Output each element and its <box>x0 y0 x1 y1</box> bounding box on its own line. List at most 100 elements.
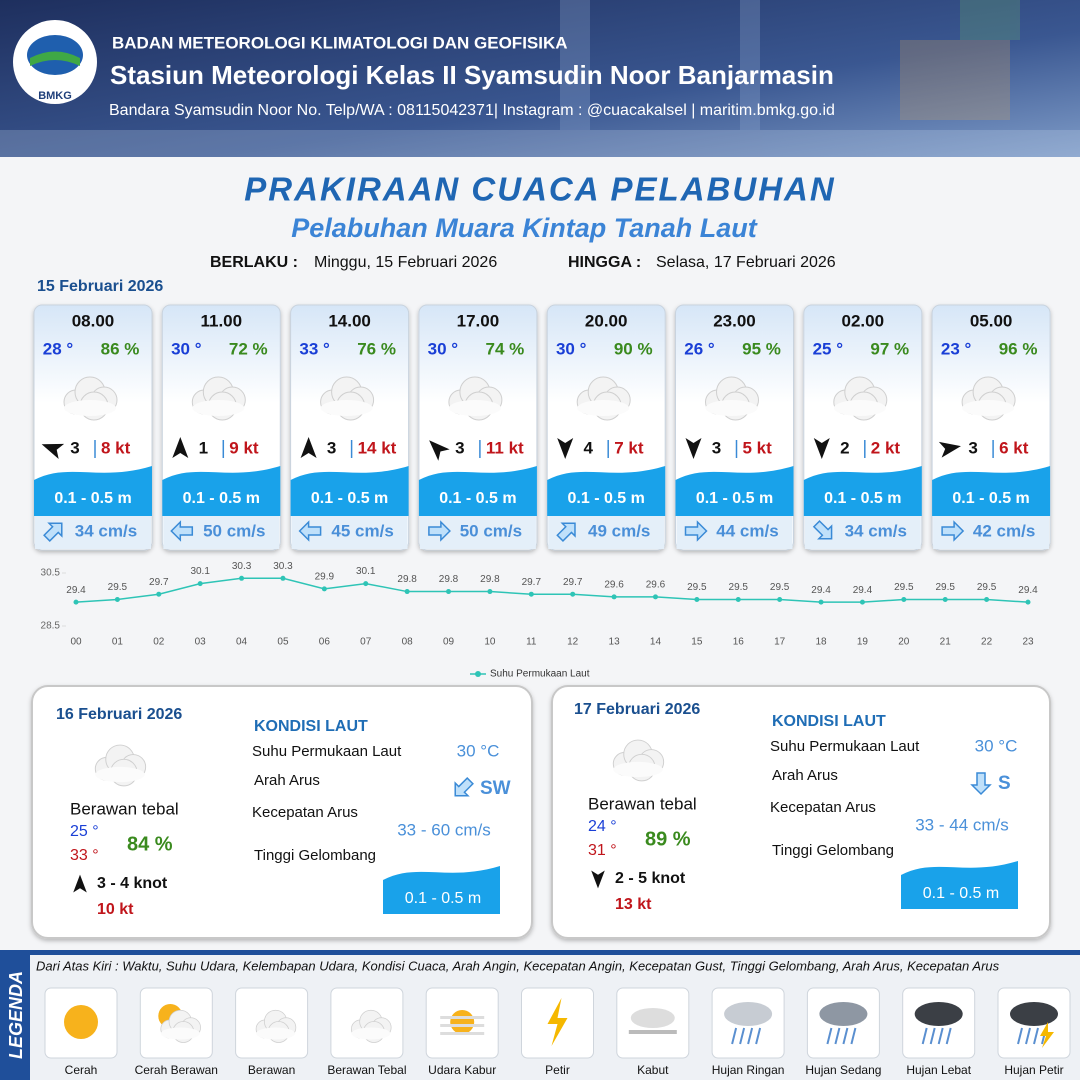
legend-label: Cerah Berawan <box>135 1063 218 1077</box>
wind-arrow <box>73 874 87 893</box>
data-point <box>901 597 907 602</box>
data-point <box>528 591 534 597</box>
gust: 13 kt <box>615 896 652 913</box>
rain-drop <box>834 1027 841 1045</box>
wave-area <box>932 466 1051 516</box>
wind-arrow <box>172 437 189 458</box>
label: Kecepatan Arus <box>770 799 876 816</box>
gust: 10 kt <box>97 901 134 918</box>
wind-speed: 2 <box>840 438 849 457</box>
wave-height: 0.1 - 0.5 m <box>405 890 481 907</box>
current-speed: 49 cm/s <box>588 521 650 540</box>
x-tick-label: 22 <box>981 637 993 648</box>
rain-drop <box>747 1027 754 1045</box>
air-temp: 30 ° <box>171 339 202 358</box>
current-speed: 50 cm/s <box>203 521 265 540</box>
x-tick-label: 00 <box>70 637 82 648</box>
x-tick-label: 19 <box>857 637 869 648</box>
wind-speed: 3 <box>712 438 721 457</box>
legend-label: Berawan Tebal <box>327 1063 406 1077</box>
valid-from: Minggu, 15 Februari 2026 <box>314 254 497 271</box>
value-label: 29.4 <box>1018 585 1038 596</box>
sea-title: KONDISI LAUT <box>254 718 368 735</box>
air-temp: 23 ° <box>941 339 972 358</box>
label: Arah Arus <box>254 772 320 789</box>
rain-drop <box>1025 1027 1031 1045</box>
legend-rule <box>0 950 1080 955</box>
wave-height: 0.1 - 0.5 m <box>311 490 388 507</box>
value-label: 29.4 <box>853 585 873 596</box>
current-speed: 33 - 60 cm/s <box>397 820 491 839</box>
time: 05.00 <box>970 311 1013 330</box>
temp-min: 25 ° <box>70 823 99 840</box>
x-tick-label: 05 <box>277 637 289 648</box>
humidity: 89 % <box>645 828 691 850</box>
data-point <box>984 597 990 602</box>
contact: Bandara Syamsudin Noor No. Telp/WA : 081… <box>109 102 835 119</box>
fog-line <box>628 1030 677 1034</box>
data-point <box>156 591 162 597</box>
legend-label: Hujan Lebat <box>906 1063 971 1077</box>
data-point <box>735 597 741 602</box>
label: Suhu Permukaan Laut <box>252 743 402 760</box>
value-label: 30.1 <box>190 566 210 577</box>
current-arrow <box>428 520 451 542</box>
current-dir: S <box>998 773 1011 794</box>
value-label: 29.9 <box>315 572 335 583</box>
time: 02.00 <box>842 311 885 330</box>
air-temp: 30 ° <box>556 339 587 358</box>
bolt <box>1040 1022 1054 1048</box>
weather-icon <box>576 376 631 421</box>
x-tick-label: 11 <box>526 637 537 648</box>
rain-drop <box>929 1027 936 1045</box>
rain-cloud <box>1010 1002 1058 1026</box>
data-point <box>777 597 783 602</box>
rain-drop <box>937 1027 944 1045</box>
rain-drop <box>731 1027 738 1045</box>
temp-max: 31 ° <box>588 842 617 859</box>
y-tick-label: 28.5 <box>41 621 61 632</box>
wind-arrow <box>300 437 317 458</box>
gust: 7 kt <box>614 438 644 457</box>
weather-icon <box>705 376 759 421</box>
cloud-part <box>256 1027 296 1040</box>
data-point <box>404 589 410 595</box>
legend-label: Udara Kabur <box>428 1063 496 1077</box>
sea-temp: 30 °C <box>975 736 1018 755</box>
value-label: 29.7 <box>563 577 583 588</box>
x-tick-label: 10 <box>484 637 496 648</box>
humidity: 95 % <box>742 339 781 358</box>
x-tick-label: 20 <box>898 637 910 648</box>
label: Tinggi Gelombang <box>254 847 376 864</box>
humidity: 74 % <box>486 339 525 358</box>
humidity: 76 % <box>357 339 396 358</box>
rain-drop <box>945 1027 952 1045</box>
x-tick-label: 17 <box>774 637 786 648</box>
x-tick-label: 16 <box>733 637 745 648</box>
temp-min: 24 ° <box>588 818 617 835</box>
legend-label: Suhu Permukaan Laut <box>490 669 590 680</box>
haze-line <box>440 1024 485 1027</box>
current-arrow <box>970 772 992 796</box>
current-speed: 45 cm/s <box>331 521 393 540</box>
x-tick-label: 07 <box>360 637 372 648</box>
legend-sidebar <box>0 950 30 1080</box>
gust: 14 kt <box>358 438 397 457</box>
wind-arrow <box>685 438 702 459</box>
rain-cloud <box>724 1002 773 1026</box>
legend-swatch <box>475 671 481 677</box>
time: 20.00 <box>585 311 628 330</box>
gust: 5 kt <box>743 438 773 457</box>
value-label: 29.5 <box>770 582 790 593</box>
wind-arrow <box>813 438 830 459</box>
wind-speed: 3 <box>968 438 977 457</box>
cloud-part <box>448 400 501 416</box>
humidity: 86 % <box>101 339 140 358</box>
legend-label: Hujan Ringan <box>712 1063 785 1077</box>
weather-icon <box>191 376 246 421</box>
x-tick-label: 18 <box>815 637 827 648</box>
wave-height: 0.1 - 0.5 m <box>923 885 999 902</box>
sea-temp: 30 °C <box>457 741 500 760</box>
x-tick-label: 23 <box>1022 637 1034 648</box>
legend-label: Kabut <box>637 1063 669 1077</box>
